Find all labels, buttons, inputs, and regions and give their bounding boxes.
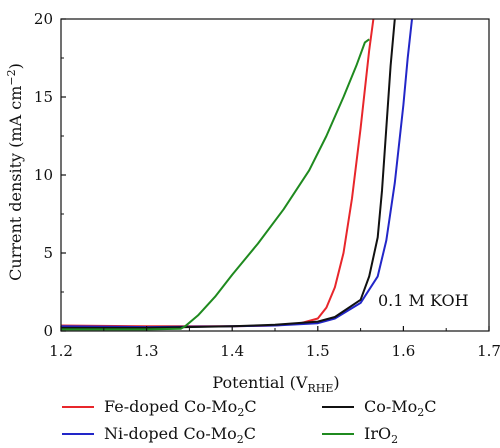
y-tick-label-3: 15 [34, 88, 53, 106]
legend-label-0: Fe-doped Co-Mo2C [104, 397, 257, 419]
y-tick-label-1: 5 [43, 244, 53, 262]
legend-label-sub-1: 2 [237, 433, 244, 446]
legend-label-main-0: Fe-doped Co-Mo [104, 397, 237, 416]
legend-label-sub-0: 2 [237, 406, 244, 419]
legend-label-main-3: IrO [364, 424, 391, 443]
plot-frame [60, 18, 490, 332]
y-axis-title-main: Current density (mA cm [6, 86, 25, 281]
x-axis-title: Potential (VRHE) [212, 373, 339, 395]
y-axis-title: Current density (mA cm−2) [5, 63, 25, 281]
legend-label-sub-2: 2 [417, 406, 424, 419]
series-line-3 [61, 38, 370, 331]
legend-label-main-1: Ni-doped Co-Mo [104, 424, 237, 443]
axes-layer: 1.2 1.3 1.4 1.5 1.6 1.7 0 5 10 15 20 [34, 10, 500, 360]
x-tick-label-0: 1.2 [49, 342, 73, 360]
x-tick-label-1: 1.3 [135, 342, 159, 360]
x-tick-label-2: 1.4 [220, 342, 244, 360]
y-tick-label-2: 10 [34, 166, 53, 184]
legend-label-3: IrO2 [364, 424, 398, 446]
y-axis-title-sup: −2 [5, 69, 18, 85]
series-layer [61, 19, 413, 331]
legend-label-2: Co-Mo2C [364, 397, 437, 419]
legend-label-main-2: Co-Mo [364, 397, 417, 416]
y-tick-label-4: 20 [34, 10, 53, 28]
y-tick-label-0: 0 [43, 322, 53, 340]
legend-label-sub-3: 2 [391, 433, 398, 446]
x-axis-title-main: Potential (V [212, 373, 307, 392]
x-tick-label-4: 1.6 [391, 342, 415, 360]
x-tick-label-3: 1.5 [306, 342, 330, 360]
legend-label-end-2: C [424, 397, 436, 416]
legend-label-end-0: C [244, 397, 256, 416]
y-axis-title-end: ) [6, 63, 25, 69]
legend-label-1: Ni-doped Co-Mo2C [104, 424, 256, 446]
x-axis-title-end: ) [333, 373, 339, 392]
series-line-1 [61, 19, 413, 329]
annotation-electrolyte: 0.1 M KOH [378, 291, 469, 310]
x-tick-label-5: 1.7 [477, 342, 500, 360]
legend-label-end-1: C [244, 424, 256, 443]
x-axis-title-sub: RHE [307, 382, 333, 395]
series-line-0 [61, 19, 375, 328]
